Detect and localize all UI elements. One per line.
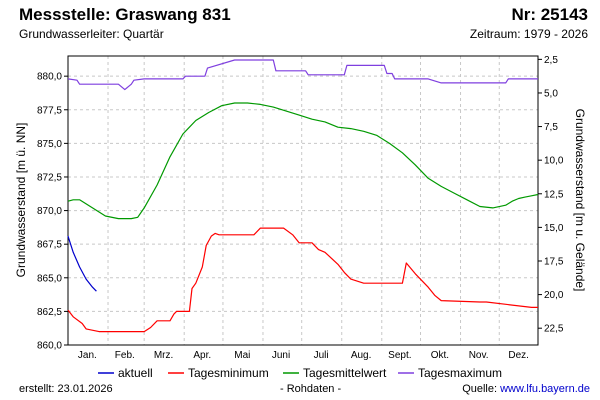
x-tick-label-month: Juli — [314, 350, 329, 361]
legend-label: Tagesmittelwert — [303, 366, 387, 380]
source-link[interactable]: www.lfu.bayern.de — [500, 383, 590, 395]
y-tick-label-right: 17,5 — [544, 256, 564, 267]
y-tick-label-right: 20,0 — [544, 290, 564, 301]
legend-label: Tagesmaximum — [418, 366, 502, 380]
y-tick-label-right: 7,5 — [544, 122, 558, 133]
x-tick-label-month: Nov. — [469, 350, 489, 361]
y-tick-label-left: 867,5 — [37, 240, 62, 251]
y-tick-label-right: 12,5 — [544, 189, 564, 200]
x-tick-label-month: Dez. — [508, 350, 529, 361]
legend-label: aktuell — [118, 366, 153, 380]
series-tagesminimum — [67, 227, 538, 333]
created-label: erstellt: — [19, 383, 55, 395]
x-tick-label-month: Apr. — [193, 350, 211, 361]
period-label: Zeitraum: 1979 - 2026 — [469, 27, 588, 41]
source-credit: Quelle: www.lfu.bayern.de — [462, 383, 590, 395]
y-tick-label-right: 10,0 — [544, 156, 564, 167]
y-tick-label-right: 22,5 — [544, 324, 564, 335]
series-aktuell — [67, 235, 97, 292]
y-tick-label-left: 875,0 — [37, 139, 62, 150]
y-tick-label-left: 877,5 — [37, 105, 62, 116]
x-tick-label-month: Sept. — [388, 350, 411, 361]
x-tick-label-month: Aug. — [351, 350, 372, 361]
chart-title: Messstelle: Graswang 831 — [19, 5, 231, 24]
y-tick-label-left: 870,0 — [37, 206, 62, 217]
raw-data-note: - Rohdaten - — [280, 383, 342, 395]
aquifer-label: Grundwasserleiter: Quartär — [19, 27, 164, 41]
x-tick-label-month: Okt. — [431, 350, 449, 361]
x-tick-label-month: Feb. — [115, 350, 135, 361]
y-tick-label-right: 5,0 — [544, 88, 558, 99]
x-tick-label-month: Mrz. — [154, 350, 173, 361]
created-date: erstellt: 23.01.2026 — [19, 383, 113, 395]
y-tick-label-left: 862,5 — [37, 307, 62, 318]
y-tick-label-left: 860,0 — [37, 341, 62, 352]
source-label: Quelle: — [462, 383, 498, 395]
y-tick-label-right: 15,0 — [544, 223, 564, 234]
plot-area — [67, 55, 539, 346]
y-axis-label-left: Grundwasserstand [m ü. NN] — [14, 123, 28, 278]
y-tick-label-left: 880,0 — [37, 72, 62, 83]
x-tick-label-month: Jan. — [78, 350, 97, 361]
created-value: 23.01.2026 — [57, 383, 113, 395]
y-tick-label-right: 2,5 — [544, 55, 558, 66]
y-tick-label-left: 872,5 — [37, 172, 62, 183]
station-number: Nr: 25143 — [511, 5, 588, 24]
x-tick-label-month: Juni — [272, 350, 290, 361]
y-axis-label-right: Grundwasserstand [m u. Gelände] — [573, 109, 587, 292]
legend-label: Tagesminimum — [188, 366, 269, 380]
series-tagesmaximum — [67, 59, 538, 91]
x-tick-label-month: Mai — [234, 350, 250, 361]
series-tagesmittelwert — [67, 102, 539, 220]
y-tick-label-left: 865,0 — [37, 273, 62, 284]
